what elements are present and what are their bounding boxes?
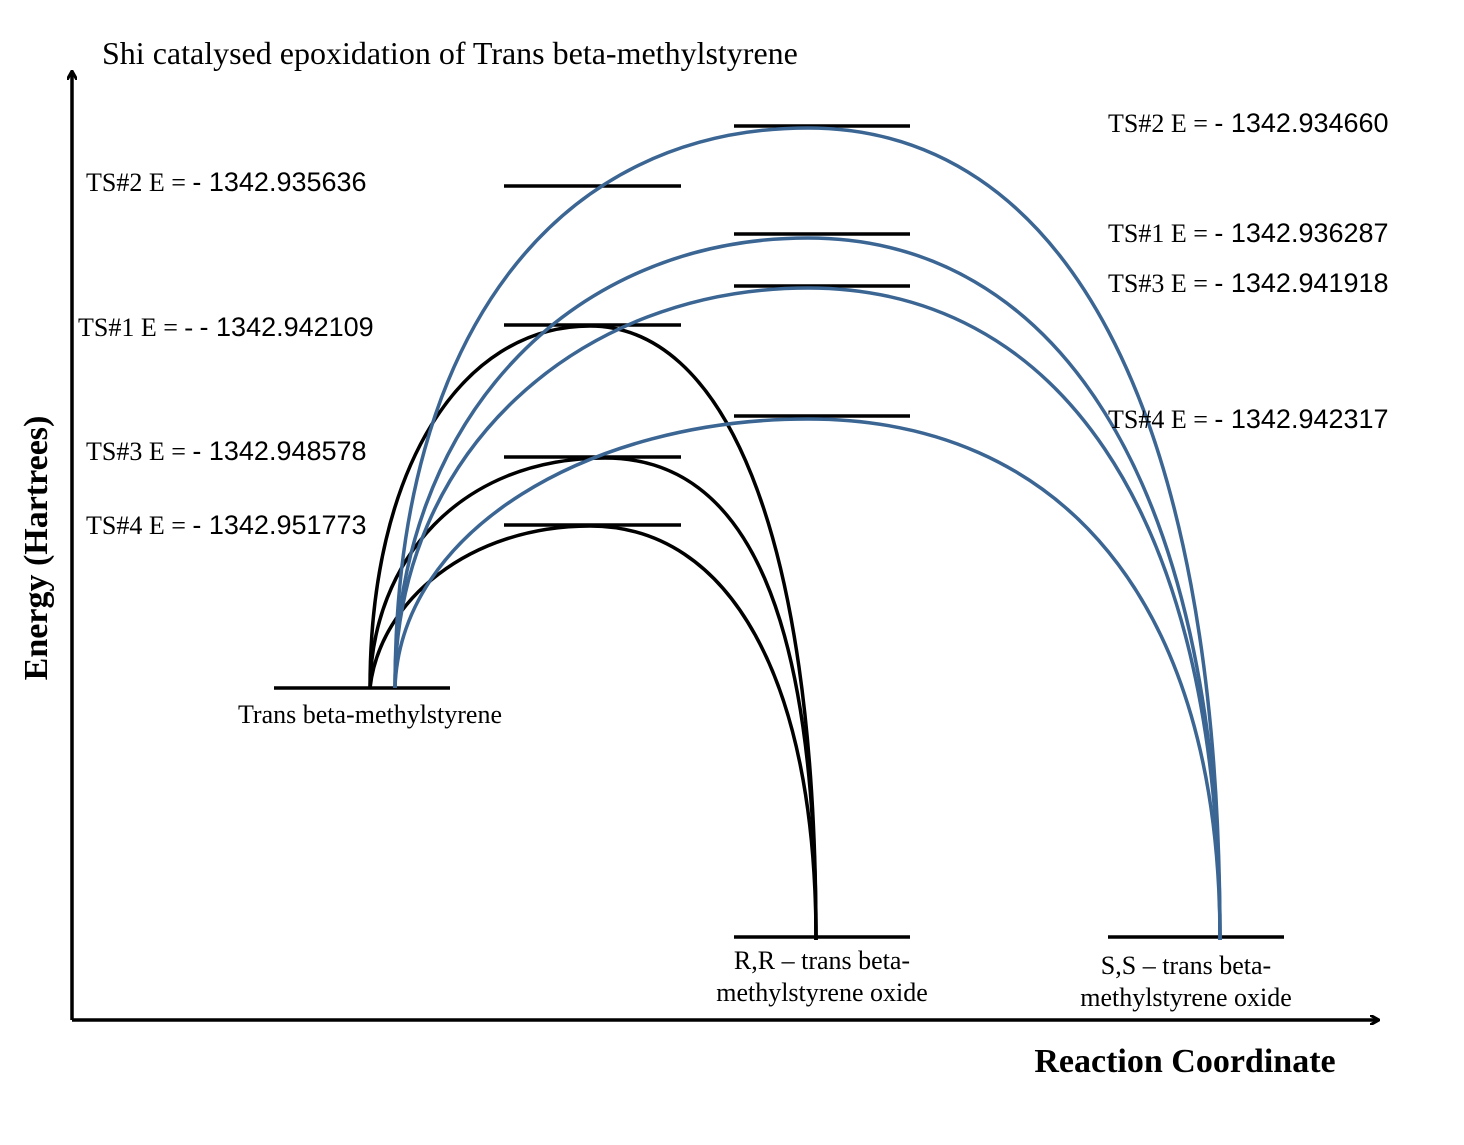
ss-ts1-value: - 1342.936287 — [1214, 218, 1388, 248]
ss-ts4-value: - 1342.942317 — [1214, 404, 1388, 434]
ss-ts3-label: TS#3 E = - 1342.941918 — [1108, 268, 1389, 298]
ss-ts2-prefix: TS#2 E = — [1108, 109, 1214, 138]
rr-ts3-prefix: TS#3 E = — [86, 437, 192, 466]
ss-ts2-label: TS#2 E = - 1342.934660 — [1108, 108, 1389, 138]
rr-path-ts4 — [368, 524, 818, 941]
reactant-label: Trans beta-methylstyrene — [238, 700, 502, 729]
ss-path-ts3 — [393, 286, 1222, 941]
product-ss-label-line2: methylstyrene oxide — [1080, 983, 1292, 1012]
rr-ts4-label: TS#4 E = - 1342.951773 — [86, 510, 367, 540]
x-axis-label: Reaction Coordinate — [1034, 1043, 1335, 1080]
chart-title: Shi catalysed epoxidation of Trans beta-… — [102, 35, 798, 71]
product-ss-label-line1: S,S – trans beta- — [1101, 951, 1271, 980]
rr-ts3-label: TS#3 E = - 1342.948578 — [86, 436, 367, 466]
product-rr-label-line2: methylstyrene oxide — [716, 978, 928, 1007]
rr-ts1-prefix: TS#1 E = - — [78, 313, 200, 342]
rr-ts1-value: - 1342.942109 — [200, 312, 374, 342]
rr-ts2-value: - 1342.935636 — [192, 167, 366, 197]
rr-path-ts1 — [368, 324, 818, 941]
ss-ts1-prefix: TS#1 E = — [1108, 219, 1214, 248]
ss-path-ts2 — [393, 126, 1222, 941]
product-rr-label-line1: R,R – trans beta- — [734, 946, 910, 975]
y-axis-label: Energy (Hartrees) — [18, 416, 55, 681]
ss-ts4-label: TS#4 E = - 1342.942317 — [1108, 404, 1389, 434]
rr-ts3-value: - 1342.948578 — [192, 436, 366, 466]
rr-ts2-prefix: TS#2 E = — [86, 168, 192, 197]
rr-ts4-value: - 1342.951773 — [192, 510, 366, 540]
ss-path-ts4 — [393, 417, 1222, 941]
ss-ts4-prefix: TS#4 E = — [1108, 405, 1214, 434]
rr-path-ts3 — [368, 456, 818, 941]
rr-ts1-label: TS#1 E = - - 1342.942109 — [78, 312, 374, 342]
ss-path-ts1 — [393, 236, 1222, 941]
ss-ts3-value: - 1342.941918 — [1214, 268, 1388, 298]
ss-ts1-label: TS#1 E = - 1342.936287 — [1108, 218, 1389, 248]
ss-ts2-value: - 1342.934660 — [1214, 108, 1388, 138]
rr-ts4-prefix: TS#4 E = — [86, 511, 192, 540]
ss-ts3-prefix: TS#3 E = — [1108, 269, 1214, 298]
rr-ts2-label: TS#2 E = - 1342.935636 — [86, 167, 367, 197]
